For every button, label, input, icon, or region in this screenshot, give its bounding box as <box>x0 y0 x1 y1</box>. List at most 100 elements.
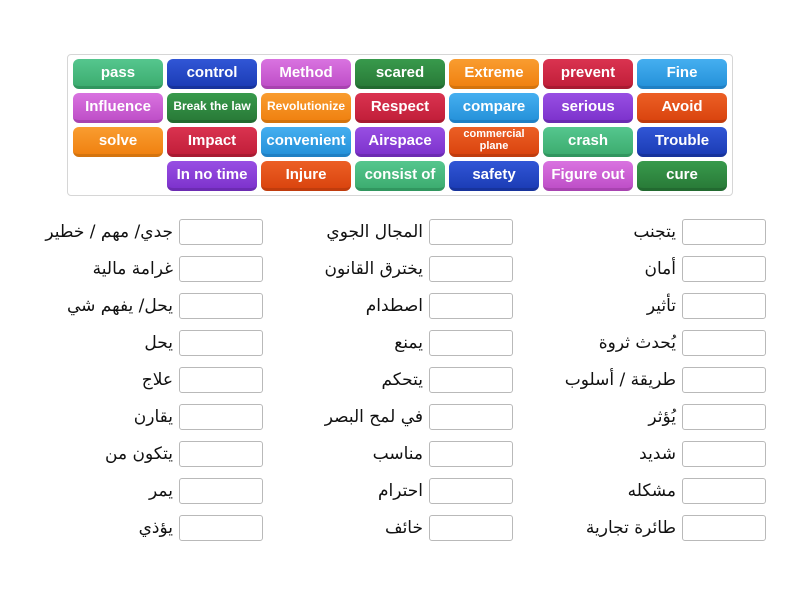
match-item: خائف <box>263 509 513 546</box>
match-text: طريقة / أسلوب <box>564 369 676 390</box>
match-text: المجال الجوي <box>326 221 423 242</box>
match-text: يمر <box>149 480 173 501</box>
word-tile[interactable]: Fine <box>637 59 727 89</box>
match-item: طريقة / أسلوب <box>516 361 766 398</box>
match-item: في لمح البصر <box>263 398 513 435</box>
word-tile[interactable]: Injure <box>261 161 351 191</box>
answer-drop-box[interactable] <box>179 366 263 393</box>
match-item: يحل <box>13 324 263 361</box>
word-tile[interactable]: solve <box>73 127 163 157</box>
match-item: جدي/ مهم / خطير <box>13 213 263 250</box>
word-tile[interactable]: Break the law <box>167 93 257 123</box>
word-tile[interactable]: cure <box>637 161 727 191</box>
word-tile[interactable]: Trouble <box>637 127 727 157</box>
answer-drop-box[interactable] <box>179 329 263 356</box>
answer-drop-box[interactable] <box>179 292 263 319</box>
answer-drop-box[interactable] <box>682 403 766 430</box>
answer-drop-box[interactable] <box>682 477 766 504</box>
word-tile[interactable]: safety <box>449 161 539 191</box>
match-text: تأثير <box>646 295 676 316</box>
answer-drop-box[interactable] <box>682 366 766 393</box>
answer-drop-box[interactable] <box>179 440 263 467</box>
match-text: أمان <box>644 258 677 279</box>
word-tile[interactable]: Figure out <box>543 161 633 191</box>
match-text: يتحكم <box>381 369 423 390</box>
answer-drop-box[interactable] <box>179 255 263 282</box>
match-item: يمنع <box>263 324 513 361</box>
match-item: يؤذي <box>13 509 263 546</box>
word-tile[interactable]: scared <box>355 59 445 89</box>
match-text: اصطدام <box>365 295 423 316</box>
word-tile-panel: pass control Method scared Extreme preve… <box>67 54 733 196</box>
match-text: يُؤثر <box>648 406 676 427</box>
match-item: شديد <box>516 435 766 472</box>
word-tile[interactable]: serious <box>543 93 633 123</box>
match-item: أمان <box>516 250 766 287</box>
match-item: يتكون من <box>13 435 263 472</box>
answer-drop-box[interactable] <box>429 366 513 393</box>
match-text: طائرة تجارية <box>585 517 676 538</box>
match-text: يقارن <box>133 406 173 427</box>
tile-row: solve Impact convenient Airspace commerc… <box>73 127 727 157</box>
match-item: يُحدث ثروة <box>516 324 766 361</box>
word-tile[interactable]: Respect <box>355 93 445 123</box>
word-tile[interactable]: compare <box>449 93 539 123</box>
answer-drop-box[interactable] <box>179 514 263 541</box>
word-tile[interactable]: prevent <box>543 59 633 89</box>
answer-drop-box[interactable] <box>682 440 766 467</box>
answer-drop-box[interactable] <box>429 255 513 282</box>
word-tile[interactable]: crash <box>543 127 633 157</box>
word-tile[interactable]: Avoid <box>637 93 727 123</box>
word-tile[interactable]: Method <box>261 59 351 89</box>
answer-drop-box[interactable] <box>682 218 766 245</box>
match-item: مناسب <box>263 435 513 472</box>
answer-drop-box[interactable] <box>429 403 513 430</box>
match-text: شديد <box>639 443 676 464</box>
word-tile[interactable]: control <box>167 59 257 89</box>
word-tile[interactable]: consist of <box>355 161 445 191</box>
answer-drop-box[interactable] <box>429 218 513 245</box>
answer-drop-box[interactable] <box>429 329 513 356</box>
word-tile[interactable]: Revolutionize <box>261 93 351 123</box>
answer-drop-box[interactable] <box>429 292 513 319</box>
answer-drop-box[interactable] <box>429 440 513 467</box>
answer-drop-box[interactable] <box>429 514 513 541</box>
match-text: غرامة مالية <box>92 258 173 279</box>
word-tile[interactable]: Extreme <box>449 59 539 89</box>
word-tile[interactable]: commercial plane <box>449 127 539 157</box>
match-item: المجال الجوي <box>263 213 513 250</box>
match-text: مشكله <box>627 480 676 501</box>
match-item: غرامة مالية <box>13 250 263 287</box>
match-item: يمر <box>13 472 263 509</box>
match-item: يقارن <box>13 398 263 435</box>
word-tile[interactable]: Airspace <box>355 127 445 157</box>
answer-drop-box[interactable] <box>179 403 263 430</box>
answer-drop-box[interactable] <box>682 255 766 282</box>
answer-drop-box[interactable] <box>429 477 513 504</box>
match-item: علاج <box>13 361 263 398</box>
match-item: يُؤثر <box>516 398 766 435</box>
match-item: يتحكم <box>263 361 513 398</box>
word-tile[interactable]: Influence <box>73 93 163 123</box>
match-item: تأثير <box>516 287 766 324</box>
match-text: يحل/ يفهم شي <box>66 295 173 316</box>
match-item: مشكله <box>516 472 766 509</box>
match-text: يؤذي <box>138 517 173 538</box>
match-text: يحل <box>144 332 173 353</box>
answer-drop-box[interactable] <box>682 292 766 319</box>
match-text: احترام <box>378 480 423 501</box>
word-tile[interactable]: Impact <box>167 127 257 157</box>
word-tile[interactable]: In no time <box>167 161 257 191</box>
answer-drop-box[interactable] <box>682 329 766 356</box>
match-text: يمنع <box>394 332 423 353</box>
match-text: جدي/ مهم / خطير <box>45 221 173 242</box>
answer-drop-box[interactable] <box>179 218 263 245</box>
match-text: خائف <box>384 517 423 538</box>
word-tile[interactable]: convenient <box>261 127 351 157</box>
match-item: يحل/ يفهم شي <box>13 287 263 324</box>
answer-drop-box[interactable] <box>179 477 263 504</box>
word-tile[interactable]: pass <box>73 59 163 89</box>
match-item: يخترق القانون <box>263 250 513 287</box>
match-text: مناسب <box>372 443 423 464</box>
answer-drop-box[interactable] <box>682 514 766 541</box>
